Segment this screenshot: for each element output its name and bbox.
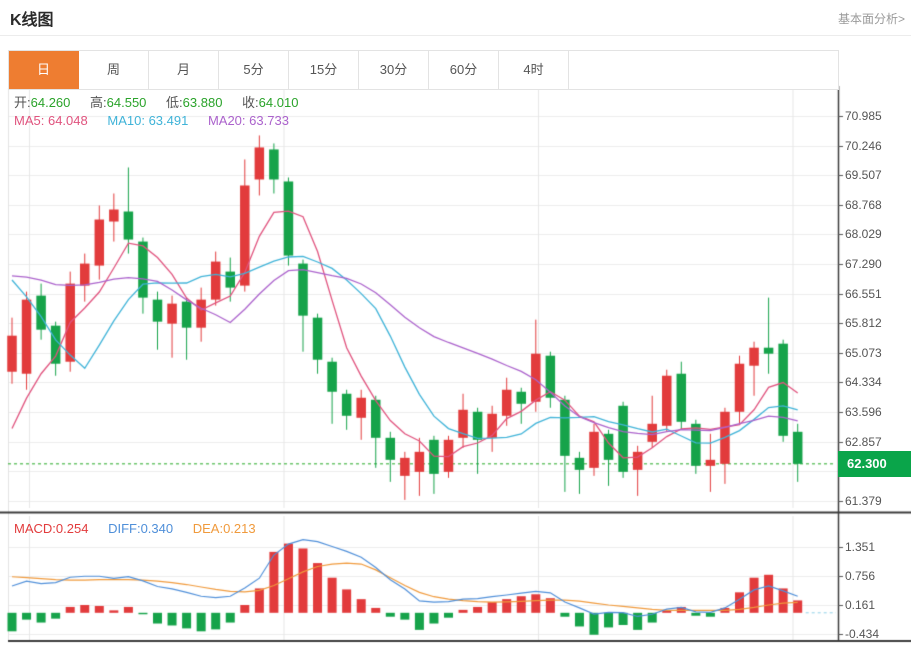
macd-value: MACD:0.254 [14,521,89,536]
price-tick: 68.029 [845,227,882,242]
macd-tick: 0.161 [845,597,876,612]
price-tick: 68.768 [845,197,882,212]
page-title: K线图 [10,12,54,29]
ma5-value: MA5: 64.048 [14,113,88,128]
price-tick: 67.290 [845,256,882,271]
macd-tick: 0.756 [845,568,876,583]
tab-60分[interactable]: 60分 [429,51,499,89]
open-value: 开:64.260 [14,95,71,110]
price-tick: 61.379 [845,493,882,508]
price-tick: 70.246 [845,138,882,153]
tab-日[interactable]: 日 [9,51,79,89]
ma-info: MA5: 64.048 MA10: 63.491 MA20: 63.733 [14,113,305,128]
close-value: 收:64.010 [242,95,299,110]
tab-月[interactable]: 月 [149,51,219,89]
tab-30分[interactable]: 30分 [359,51,429,89]
current-price-badge: 62.300 [838,450,911,477]
price-tick: 63.596 [845,404,882,419]
dea-value: DEA:0.213 [192,521,256,536]
ma10-value: MA10: 63.491 [107,113,189,128]
tab-bar: 日周月 5分 15分 30分 60分 4时 [8,50,839,90]
price-tick: 66.551 [845,286,882,301]
fundamental-analysis-link[interactable]: 基本面分析> [837,12,905,26]
tab-周[interactable]: 周 [79,51,149,89]
price-tick: 65.812 [845,316,882,331]
price-tick: 62.857 [845,434,882,449]
price-tick: 64.334 [845,375,882,390]
ohlc-info: 开:64.260 高:64.550 低:63.880 收:64.010 [14,92,314,111]
ma20-value: MA20: 63.733 [207,113,289,128]
price-tick: 65.073 [845,345,882,360]
macd-tick: 1.351 [845,539,876,554]
tab-15分[interactable]: 15分 [289,51,359,89]
high-value: 高:64.550 [90,95,147,110]
diff-value: DIFF:0.340 [108,521,174,536]
macd-info: MACD:0.254 DIFF:0.340 DEA:0.213 [14,521,272,536]
price-tick: 69.507 [845,168,882,183]
macd-tick: -0.434 [845,626,880,641]
tab-5分[interactable]: 5分 [219,51,289,89]
title-divider [0,35,911,36]
price-tick: 70.985 [845,109,882,123]
tab-4时[interactable]: 4时 [499,51,569,89]
low-value: 低:63.880 [166,95,223,110]
